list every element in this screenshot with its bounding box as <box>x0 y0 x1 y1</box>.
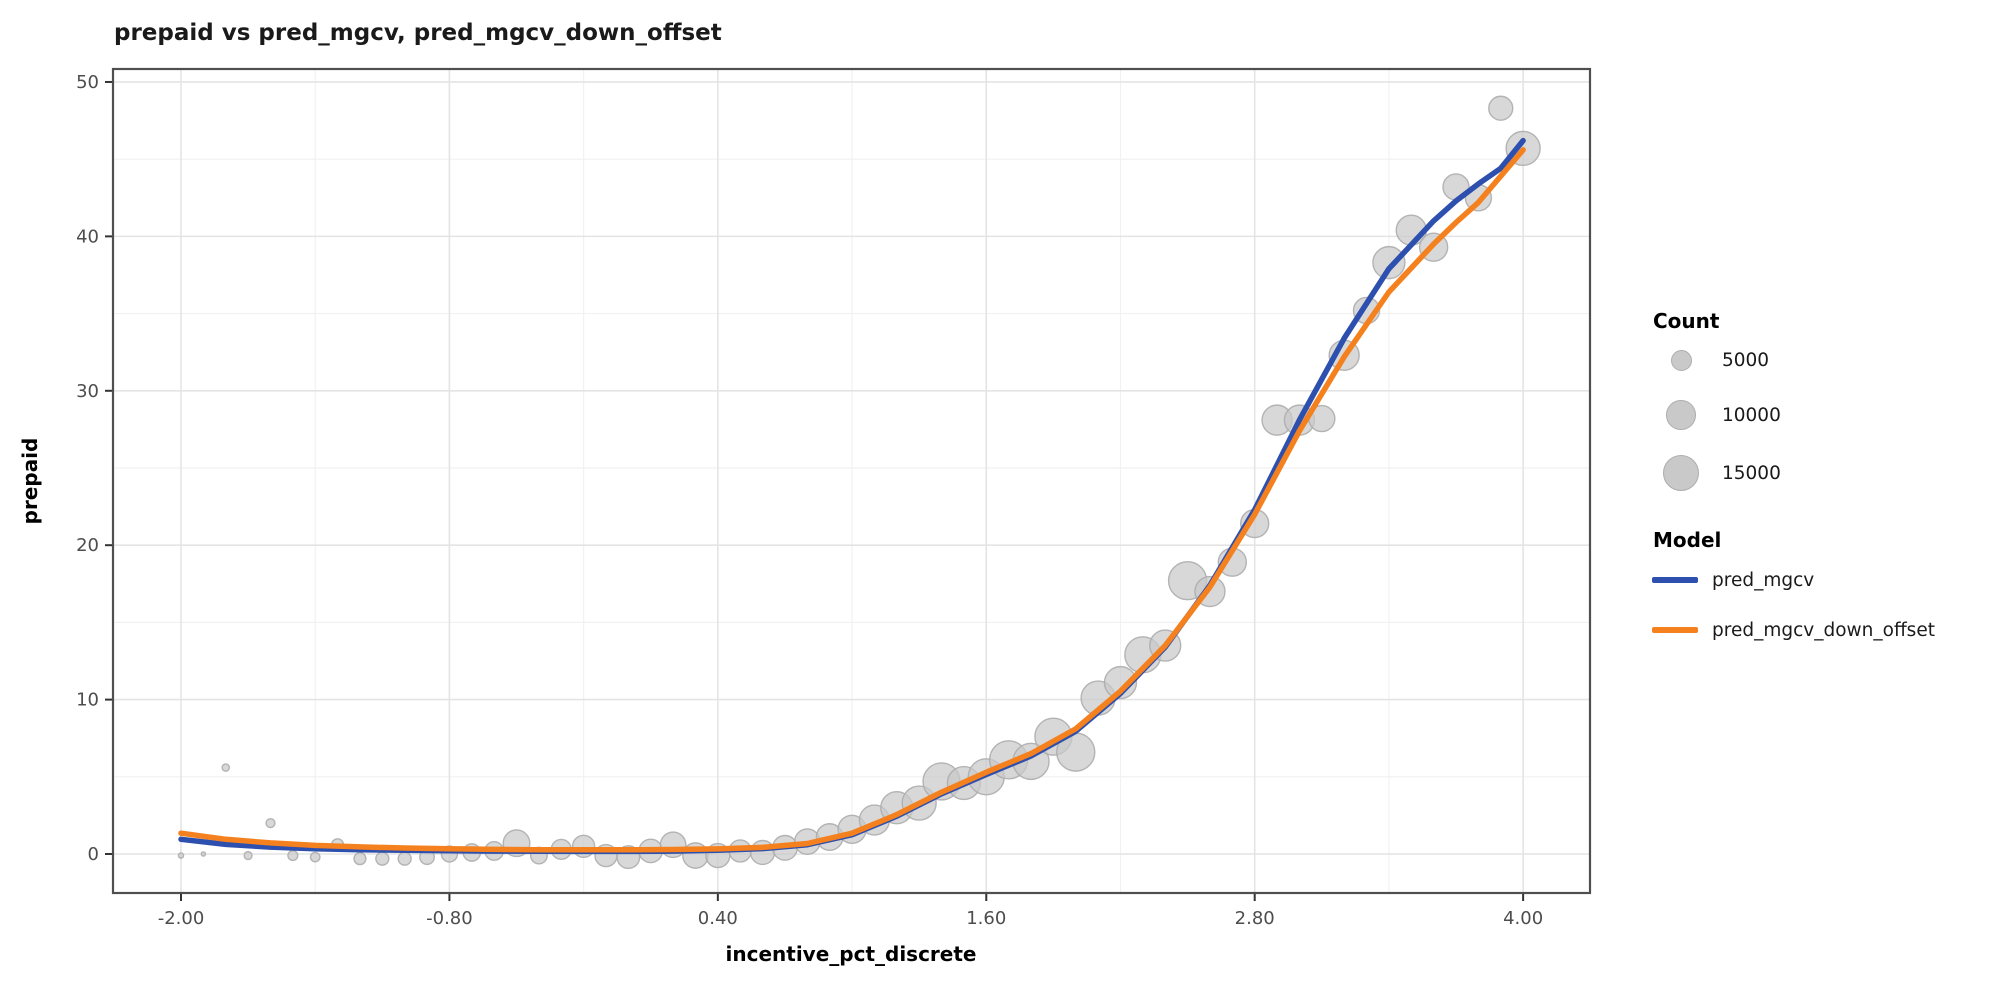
x-tick-label: -2.00 <box>158 908 205 929</box>
y-tick-label: 50 <box>76 72 99 93</box>
bubble <box>397 851 412 866</box>
bubble <box>1103 665 1138 700</box>
x-tick-label: 1.60 <box>966 908 1006 929</box>
bubble <box>1488 95 1514 121</box>
bubble <box>309 851 321 863</box>
y-tick-label: 20 <box>76 535 99 556</box>
bubble <box>177 852 185 859</box>
bubble <box>265 817 276 829</box>
y-tick-label: 30 <box>76 381 99 402</box>
x-axis-title: incentive_pct_discrete <box>725 942 977 966</box>
panel-border <box>111 67 1592 895</box>
bubble <box>375 851 390 866</box>
y-tick-label: 40 <box>76 226 99 247</box>
x-tick-label: 0.40 <box>698 908 738 929</box>
axis-ticks: -2.00 -0.80 0.40 1.60 2.80 4.00 0 10 20 30 40 50 <box>76 72 1543 929</box>
bubble <box>1372 245 1406 280</box>
y-tick-label: 10 <box>76 690 99 711</box>
x-tick-label: -0.80 <box>426 908 473 929</box>
bubble <box>200 851 207 857</box>
chart-title: prepaid vs pred_mgcv, pred_mgcv_down_off… <box>114 20 722 46</box>
bubble <box>243 850 253 861</box>
bubble <box>221 763 231 772</box>
y-axis-title: prepaid <box>18 437 42 525</box>
bubble <box>287 849 299 862</box>
bubble <box>353 852 367 866</box>
gridlines-major <box>113 69 1590 893</box>
x-tick-label: 2.80 <box>1235 908 1275 929</box>
line-pred_mgcv_down_offset <box>178 147 1526 853</box>
bubble-points <box>177 95 1541 870</box>
y-tick-label: 0 <box>88 844 99 865</box>
gridlines-minor <box>113 69 1590 893</box>
x-tick-label: 4.00 <box>1503 908 1543 929</box>
